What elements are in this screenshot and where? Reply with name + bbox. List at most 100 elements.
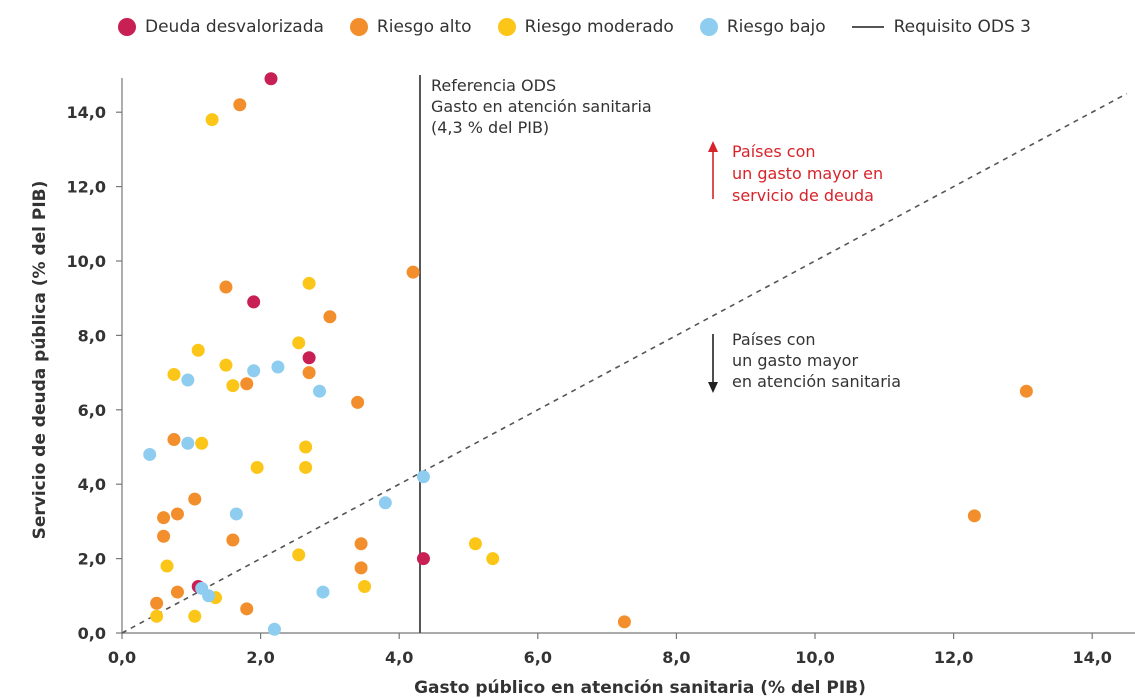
- point-riesgo-moderado: [219, 358, 233, 372]
- y-tick-label: 12,0: [67, 178, 106, 197]
- y-tick-label: 0,0: [78, 624, 106, 643]
- legend-item-riesgo-alto: Riesgo alto: [349, 17, 472, 37]
- point-riesgo-alto: [406, 265, 420, 279]
- point-riesgo-moderado: [299, 440, 313, 454]
- point-riesgo-bajo: [181, 436, 195, 450]
- point-riesgo-bajo: [267, 622, 281, 636]
- point-deuda-desvalorizada: [264, 72, 278, 86]
- legend-label: Deuda desvalorizada: [145, 17, 324, 37]
- chart-legend: Deuda desvalorizada Riesgo alto Riesgo m…: [118, 14, 1057, 40]
- legend-label: Requisito ODS 3: [893, 17, 1031, 37]
- up-arrow-head: [708, 141, 718, 152]
- point-riesgo-moderado: [468, 537, 482, 551]
- point-riesgo-bajo: [202, 589, 216, 603]
- ods-reference-label: (4,3 % del PIB): [431, 118, 549, 137]
- point-riesgo-bajo: [271, 360, 285, 374]
- x-tick-label: 2,0: [246, 648, 274, 667]
- point-riesgo-bajo: [416, 470, 430, 484]
- y-axis-title: Servicio de deuda pública (% del PIB): [30, 181, 50, 540]
- point-riesgo-alto: [226, 533, 240, 547]
- x-tick-label: 10,0: [795, 648, 834, 667]
- point-riesgo-alto: [240, 377, 254, 391]
- y-tick-label: 10,0: [67, 252, 106, 271]
- point-riesgo-moderado: [195, 436, 209, 450]
- point-riesgo-alto: [170, 585, 184, 599]
- x-tick-label: 12,0: [934, 648, 973, 667]
- upper-annotation-line: servicio de deuda: [732, 186, 874, 205]
- point-riesgo-moderado: [205, 113, 219, 127]
- point-riesgo-alto: [240, 602, 254, 616]
- point-riesgo-moderado: [292, 336, 306, 350]
- point-riesgo-moderado: [250, 460, 264, 474]
- legend-label: Riesgo moderado: [524, 17, 674, 37]
- upper-annotation-line: un gasto mayor en: [732, 164, 883, 183]
- point-riesgo-bajo: [313, 384, 327, 398]
- point-riesgo-alto: [167, 433, 181, 447]
- y-tick-label: 6,0: [78, 401, 106, 420]
- point-riesgo-alto: [323, 310, 337, 324]
- point-riesgo-bajo: [181, 373, 195, 387]
- down-arrow-head: [708, 382, 718, 393]
- point-riesgo-bajo: [229, 507, 243, 521]
- point-riesgo-alto: [170, 507, 184, 521]
- legend-marker-riesgo-alto: [349, 18, 368, 36]
- x-tick-label: 6,0: [524, 648, 552, 667]
- axes: 0,0 2,0 4,0 6,0 8,0 10,0 12,0 14,0 0,0 2,0 4,0 6,0 8…: [30, 78, 1135, 698]
- legend-item-requisito-ods3: Requisito ODS 3: [851, 17, 1031, 37]
- point-riesgo-alto: [150, 596, 164, 610]
- reference-lines: [121, 75, 1128, 634]
- point-riesgo-moderado: [167, 367, 181, 381]
- point-riesgo-alto: [617, 615, 631, 629]
- point-riesgo-moderado: [292, 548, 306, 562]
- x-axis-title: Gasto público en atención sanitaria (% d…: [414, 678, 866, 698]
- point-riesgo-alto: [157, 529, 171, 543]
- point-riesgo-moderado: [188, 609, 202, 623]
- lower-annotation-line: en atención sanitaria: [732, 372, 901, 391]
- point-riesgo-alto: [354, 537, 368, 551]
- legend-line-marker: [851, 26, 884, 28]
- parity-diagonal-line: [121, 92, 1128, 634]
- y-tick-label: 8,0: [78, 326, 106, 345]
- point-riesgo-moderado: [302, 276, 316, 290]
- legend-marker-riesgo-bajo: [699, 18, 718, 36]
- point-riesgo-moderado: [191, 343, 205, 357]
- point-riesgo-bajo: [247, 364, 261, 378]
- point-riesgo-alto: [188, 492, 202, 506]
- point-riesgo-moderado: [358, 580, 372, 593]
- x-tick-label: 0,0: [108, 648, 136, 667]
- y-tick-label: 2,0: [78, 550, 106, 569]
- legend-item-deuda-desvalorizada: Deuda desvalorizada: [118, 17, 324, 37]
- legend-label: Riesgo alto: [376, 17, 472, 37]
- upper-annotation-line: Países con: [732, 142, 816, 161]
- x-tick-label: 8,0: [662, 648, 690, 667]
- point-riesgo-moderado: [299, 460, 313, 474]
- y-tick-label: 4,0: [78, 475, 106, 494]
- point-riesgo-bajo: [378, 496, 392, 510]
- legend-item-riesgo-bajo: Riesgo bajo: [699, 17, 826, 37]
- legend-marker-deuda-desvalorizada: [118, 18, 136, 36]
- lower-annotation-line: Países con: [732, 330, 816, 349]
- ods-reference-label: Referencia ODS: [431, 76, 556, 95]
- point-riesgo-bajo: [316, 585, 330, 599]
- point-deuda-desvalorizada: [247, 295, 261, 309]
- annotations: Referencia ODS Gasto en atención sanitari…: [431, 76, 901, 393]
- point-deuda-desvalorizada: [302, 351, 316, 365]
- point-riesgo-alto: [233, 98, 247, 112]
- point-riesgo-moderado: [486, 552, 500, 566]
- point-riesgo-moderado: [226, 379, 240, 393]
- x-tick-label: 14,0: [1072, 648, 1111, 667]
- lower-annotation-line: un gasto mayor: [732, 351, 858, 370]
- data-points: [143, 72, 1033, 636]
- legend-marker-riesgo-moderado: [497, 18, 516, 36]
- point-deuda-desvalorizada: [416, 552, 430, 566]
- legend-label: Riesgo bajo: [726, 17, 826, 37]
- ods-reference-label: Gasto en atención sanitaria: [431, 97, 652, 116]
- y-tick-label: 14,0: [67, 103, 106, 122]
- point-riesgo-moderado: [150, 609, 164, 623]
- point-riesgo-moderado: [160, 559, 174, 573]
- x-tick-label: 4,0: [385, 648, 413, 667]
- point-riesgo-bajo: [143, 447, 157, 461]
- legend-item-riesgo-moderado: Riesgo moderado: [497, 17, 674, 37]
- point-riesgo-alto: [302, 366, 316, 380]
